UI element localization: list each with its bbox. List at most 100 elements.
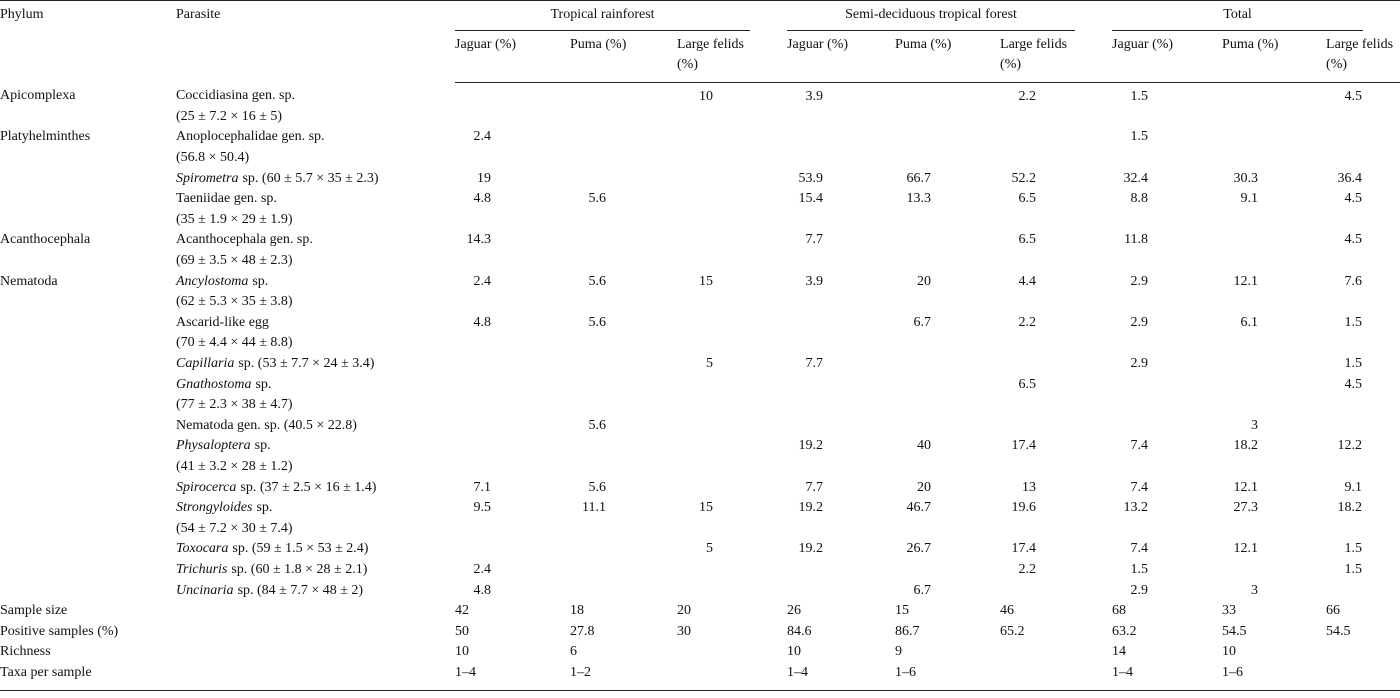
value: 1–4	[787, 664, 809, 680]
value-cell: 30.3	[1222, 169, 1326, 190]
value: 46.7	[906, 500, 932, 516]
parasite-cell: Gnathostoma sp. (77 ± 2.3 × 38 ± 4.7)	[176, 375, 455, 416]
value-cell: 1–2	[570, 663, 677, 690]
parasite-line: (77 ± 2.3 × 38 ± 4.7)	[176, 395, 455, 416]
genus: Physaloptera	[176, 438, 251, 454]
value: 20	[917, 273, 932, 289]
value: 3.9	[805, 88, 824, 104]
value-cell: 18	[570, 601, 677, 622]
value-cell: 26	[787, 601, 895, 622]
value: 10	[699, 88, 713, 104]
subheader-cell: Large felids (%)	[1326, 30, 1400, 83]
table-row: Physaloptera sp. (41 ± 3.2 × 28 ± 1.2) 19.2…	[0, 436, 1400, 477]
value: 15	[699, 500, 713, 516]
parasite-line: Spirometra sp. (60 ± 5.7 × 35 ± 2.3)	[176, 169, 455, 190]
value: 2.4	[473, 129, 492, 145]
summary-label-cell: Sample size	[0, 601, 455, 622]
value-cell: 5	[677, 539, 787, 560]
genus: Trichuris	[176, 561, 228, 577]
value-cell: 2.4	[455, 272, 570, 313]
column-label: Jaguar (%)	[787, 36, 849, 52]
value-cell: 2.4	[455, 560, 570, 581]
parasite-name: Taeniidae gen. sp.	[176, 191, 277, 207]
value: 2.9	[1130, 582, 1149, 598]
value-cell	[787, 560, 895, 581]
value: 27.8	[570, 623, 595, 639]
value: 7.1	[473, 479, 492, 495]
table-body: Apicomplexa Coccidiasina gen. sp. (25 ± 7.…	[0, 82, 1400, 690]
value-cell: 7.1	[455, 478, 570, 499]
value: 11.8	[1124, 232, 1149, 248]
parasite-cell: Trichuris sp. (60 ± 1.8 × 28 ± 2.1)	[176, 560, 455, 581]
value: 19	[477, 170, 491, 186]
group-label: Tropical rainforest	[455, 5, 751, 31]
parasite-name: (56.8 × 50.4)	[176, 150, 250, 166]
value-cell: 15	[895, 601, 1000, 622]
phylum-cell	[0, 313, 176, 354]
subheader-cell: Jaguar (%)	[1112, 30, 1223, 83]
value: 7.4	[1130, 541, 1149, 557]
column-label: Large felids (%)	[677, 36, 744, 73]
value-cell: 9	[895, 642, 1000, 663]
value-cell: 4.5	[1326, 189, 1400, 230]
parasite-name: Nematoda gen. sp. (40.5 × 22.8)	[176, 417, 357, 433]
value: 17.4	[1011, 438, 1037, 454]
value: 13.2	[1123, 500, 1149, 516]
value-cell	[455, 436, 570, 477]
parasite-line: (62 ± 5.3 × 35 ± 3.8)	[176, 292, 455, 313]
subheader-cell: Puma (%)	[1222, 30, 1327, 83]
value: 7.7	[805, 356, 824, 371]
parasite-line: (69 ± 3.5 × 48 ± 2.3)	[176, 251, 455, 272]
value-cell: 14.3	[455, 230, 570, 271]
value: 14.3	[466, 232, 492, 248]
summary-row: Richness 10 6 10 9 14 10	[0, 642, 1400, 663]
value: 52.2	[1011, 170, 1037, 186]
value-cell	[1326, 642, 1400, 663]
value-cell	[570, 169, 677, 190]
value-cell: 7.4	[1112, 478, 1222, 499]
value: 1.5	[1344, 561, 1363, 577]
parasite-cell: Toxocara sp. (59 ± 1.5 × 53 ± 2.4)	[176, 539, 455, 560]
value: 53.9	[798, 170, 824, 186]
parasite-name: sp.	[255, 376, 272, 392]
parasite-cell: Capillaria sp. (53 ± 7.7 × 24 ± 3.4)	[176, 354, 455, 375]
value: 13.3	[906, 191, 932, 207]
value-cell: 1.5	[1326, 560, 1400, 581]
parasite-name: Anoplocephalidae gen. sp.	[176, 129, 325, 145]
parasite-name: (62 ± 5.3 × 35 ± 3.8)	[176, 294, 293, 310]
table-row: Platyhelminthes Anoplocephalidae gen. sp.…	[0, 127, 1400, 168]
value: 5.6	[588, 314, 607, 330]
value-cell	[570, 539, 677, 560]
value: 36.4	[1337, 170, 1363, 186]
parasite-cell: Spirocerca sp. (37 ± 2.5 × 16 ± 1.4)	[176, 478, 455, 499]
genus: Strongyloides	[176, 500, 253, 516]
value-cell: 13	[1000, 478, 1112, 499]
value: 54.5	[1326, 623, 1351, 639]
summary-label: Positive samples (%)	[0, 623, 119, 639]
value: 18.2	[1233, 438, 1259, 454]
header-row: Phylum Parasite Tropical rainforest Semi-de…	[0, 1, 1400, 31]
value-cell: 63.2	[1112, 622, 1222, 643]
value-cell	[570, 230, 677, 271]
value-cell	[570, 560, 677, 581]
value-cell	[677, 375, 787, 416]
value: 11.1	[582, 500, 606, 516]
table-row: Capillaria sp. (53 ± 7.7 × 24 ± 3.4) 5 7.7 2…	[0, 354, 1400, 375]
value-cell	[1000, 581, 1112, 602]
value-cell: 7.7	[787, 230, 895, 271]
table-row: Trichuris sp. (60 ± 1.8 × 28 ± 2.1) 2.4 2.2…	[0, 560, 1400, 581]
value-cell	[895, 127, 1000, 168]
value-cell: 50	[455, 622, 570, 643]
parasite-name: sp.	[252, 273, 269, 289]
parasite-line: (41 ± 3.2 × 28 ± 1.2)	[176, 457, 455, 478]
column-label: Jaguar (%)	[455, 36, 517, 52]
value-cell: 4.8	[455, 313, 570, 354]
value: 7.4	[1130, 438, 1149, 454]
phylum-cell: Apicomplexa	[0, 82, 176, 127]
value-cell: 42	[455, 601, 570, 622]
value-cell: 36.4	[1326, 169, 1400, 190]
summary-label: Taxa per sample	[0, 664, 92, 680]
value: 2.9	[1130, 314, 1149, 330]
value: 86.7	[895, 623, 920, 639]
value-cell: 7.4	[1112, 539, 1222, 560]
